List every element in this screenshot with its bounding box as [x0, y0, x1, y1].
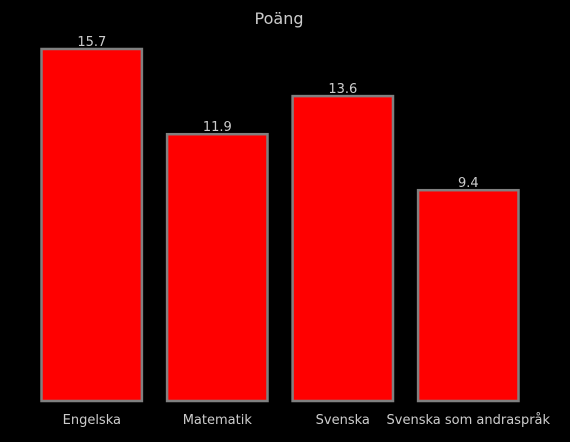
x-tick-label: Svenska: [316, 413, 370, 428]
x-tick-labels: Engelska Matematik Svenska Svenska som andr…: [63, 413, 551, 428]
x-tick-label: Engelska: [63, 413, 121, 428]
bar-matematik: [165, 132, 269, 403]
value-label: 9.4: [458, 176, 479, 191]
x-tick-label: Svenska som andraspråk: [387, 413, 551, 428]
x-tick-label: Matematik: [183, 413, 253, 428]
value-label: 15.7: [77, 35, 106, 50]
chart-title: Poäng: [255, 9, 304, 28]
value-labels-layer: 15.7 11.9 13.6 9.4: [77, 35, 478, 191]
bar-svenska: [291, 94, 395, 403]
bar-engelska: [40, 47, 144, 403]
value-label: 13.6: [328, 82, 357, 97]
bar-svenska-som-andraspråk: [416, 188, 520, 403]
value-label: 11.9: [203, 120, 232, 135]
bars-layer: [40, 47, 520, 403]
